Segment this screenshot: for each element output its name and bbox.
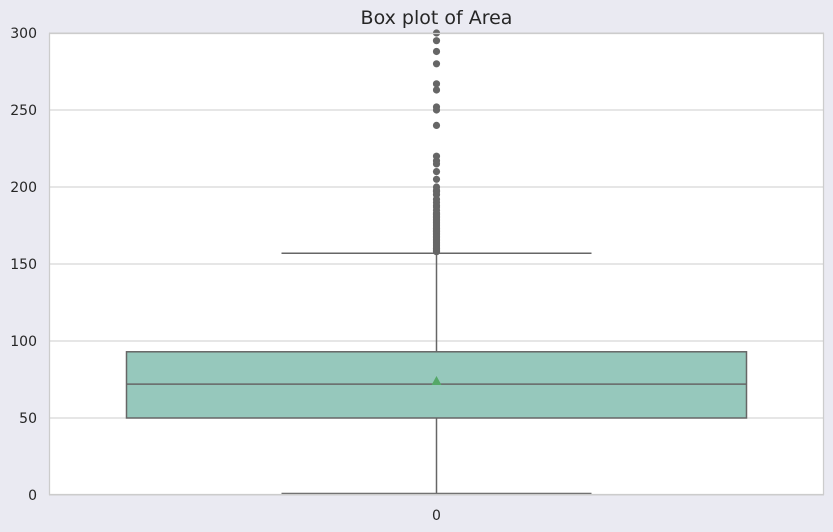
y-tick-label: 150 bbox=[10, 257, 37, 273]
outlier-point bbox=[432, 86, 441, 94]
plot-frame bbox=[48, 32, 825, 496]
y-tick-label: 0 bbox=[28, 488, 37, 504]
outlier-point bbox=[432, 60, 441, 68]
y-tick-label: 200 bbox=[10, 180, 37, 196]
outlier-point bbox=[432, 80, 441, 88]
x-tick-label: 0 bbox=[432, 508, 441, 524]
outlier-point bbox=[432, 175, 441, 183]
outlier-point bbox=[432, 47, 441, 56]
box-layer bbox=[125, 252, 748, 495]
axes: 0 50 100 150 200 250 300 0 bbox=[10, 26, 441, 524]
y-tick-label: 100 bbox=[10, 334, 37, 350]
mean-marker bbox=[431, 376, 442, 386]
outlier-point bbox=[432, 168, 441, 176]
outlier-point bbox=[432, 121, 441, 129]
outliers bbox=[432, 29, 441, 256]
y-tick-label: 50 bbox=[19, 411, 37, 427]
outlier-point bbox=[432, 37, 441, 45]
outlier-point bbox=[432, 152, 441, 160]
chart-title: Box plot of Area bbox=[361, 7, 513, 29]
outlier-point bbox=[432, 103, 441, 111]
y-tick-label: 300 bbox=[10, 26, 37, 42]
y-tick-label: 250 bbox=[10, 103, 37, 119]
outlier-point bbox=[432, 183, 441, 191]
